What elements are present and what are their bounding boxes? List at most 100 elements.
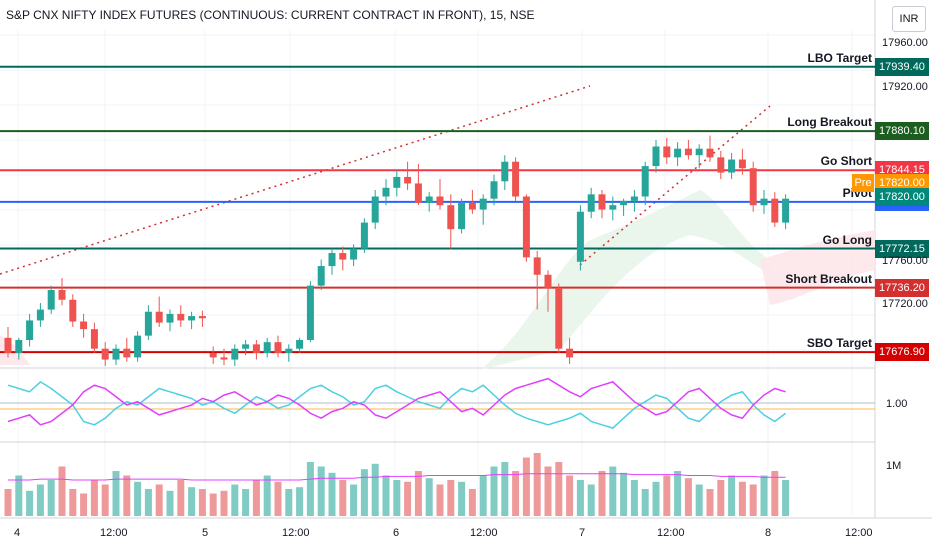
candle <box>242 339 250 356</box>
candle <box>728 153 736 180</box>
time-axis-label: 12:00 <box>845 527 873 539</box>
candle-body <box>231 348 239 360</box>
volume-bar <box>26 490 34 516</box>
candle-body <box>166 313 174 323</box>
candle-body <box>393 176 401 188</box>
candle-body <box>144 311 152 336</box>
candle <box>231 344 239 367</box>
volume-bar <box>598 471 606 516</box>
candle <box>274 335 282 358</box>
candle <box>47 285 55 314</box>
candle <box>393 170 401 197</box>
level-label: Long Breakout <box>787 115 872 130</box>
candle <box>706 135 714 162</box>
candle <box>144 305 152 340</box>
candle <box>436 179 444 210</box>
time-axis-label: 12:00 <box>470 527 498 539</box>
candle-body <box>728 159 736 173</box>
volume-bar <box>404 481 412 516</box>
candle <box>328 248 336 275</box>
volume-bar <box>112 471 120 516</box>
volume-bar <box>123 475 131 516</box>
candle-body <box>155 311 163 323</box>
volume-bar <box>220 490 228 516</box>
candle <box>468 189 476 214</box>
candle <box>760 189 768 214</box>
candle-body <box>209 353 217 358</box>
candle <box>90 322 98 354</box>
volume-bar <box>512 471 520 516</box>
candle <box>425 192 433 212</box>
volume-bar <box>695 484 703 516</box>
volume-bar <box>58 466 66 516</box>
time-axis-label: 6 <box>393 527 400 539</box>
volume-bar <box>188 487 196 516</box>
candle-body <box>544 274 552 288</box>
volume-bar <box>296 487 304 516</box>
candle-body <box>576 211 584 262</box>
candle-body <box>695 148 703 156</box>
volume-bar <box>36 484 44 516</box>
volume-bar <box>231 484 239 516</box>
volume-bar <box>414 471 422 516</box>
volume-bar <box>555 462 563 516</box>
candle <box>317 259 325 290</box>
volume-bar <box>447 480 455 516</box>
volume-bar <box>501 462 509 516</box>
candle <box>641 161 649 206</box>
candle-body <box>317 266 325 286</box>
time-axis-label: 4 <box>14 527 21 539</box>
volume-bar <box>425 478 433 516</box>
volume-bar <box>285 489 293 516</box>
candle <box>652 139 660 173</box>
candle-body <box>242 344 250 349</box>
candle <box>501 155 509 190</box>
volume-bar <box>533 453 541 516</box>
volume-bar <box>306 462 314 516</box>
volume-bar <box>393 480 401 516</box>
candle-body <box>58 289 66 300</box>
candle <box>533 250 541 310</box>
volume-bar <box>771 471 779 516</box>
cloud-green <box>480 190 770 370</box>
osc-line-magenta <box>7 377 786 426</box>
volume-bar <box>328 472 336 516</box>
level-label: Go Long <box>822 232 872 247</box>
candle-body <box>663 146 671 158</box>
candle <box>717 150 725 180</box>
price-axis-label: 17920.00 <box>882 80 928 93</box>
candle <box>684 139 692 160</box>
candle <box>382 179 390 206</box>
volume-bar <box>209 493 217 516</box>
candle-body <box>177 313 185 321</box>
volume-axis-label: 1M <box>886 460 902 472</box>
volume-bar <box>674 471 682 516</box>
candle <box>544 270 552 312</box>
candle <box>587 187 595 219</box>
volume-average-line <box>8 473 786 481</box>
volume-bar <box>371 463 379 516</box>
time-axis-label: 12:00 <box>100 527 128 539</box>
time-axis-label: 12:00 <box>657 527 685 539</box>
volume-bar <box>566 475 574 516</box>
candle <box>749 161 757 212</box>
candle-body <box>360 222 368 249</box>
volume-bar <box>576 480 584 516</box>
candle-body <box>285 348 293 354</box>
candle-body <box>404 176 412 184</box>
level-price-tag: 17880.10 <box>875 122 929 141</box>
volume-bar <box>458 481 466 516</box>
candle-body <box>533 257 541 275</box>
current-price-tag: 17820.00 <box>875 187 929 206</box>
candle-body <box>296 339 304 349</box>
candle-body <box>69 299 77 322</box>
volume-bar <box>166 490 174 516</box>
candle <box>630 189 638 212</box>
level-label: Short Breakout <box>785 271 872 286</box>
candle <box>166 309 174 332</box>
candle <box>782 194 790 230</box>
candle-body <box>620 200 628 206</box>
currency-badge[interactable]: INR <box>892 6 926 32</box>
candle-body <box>587 194 595 212</box>
